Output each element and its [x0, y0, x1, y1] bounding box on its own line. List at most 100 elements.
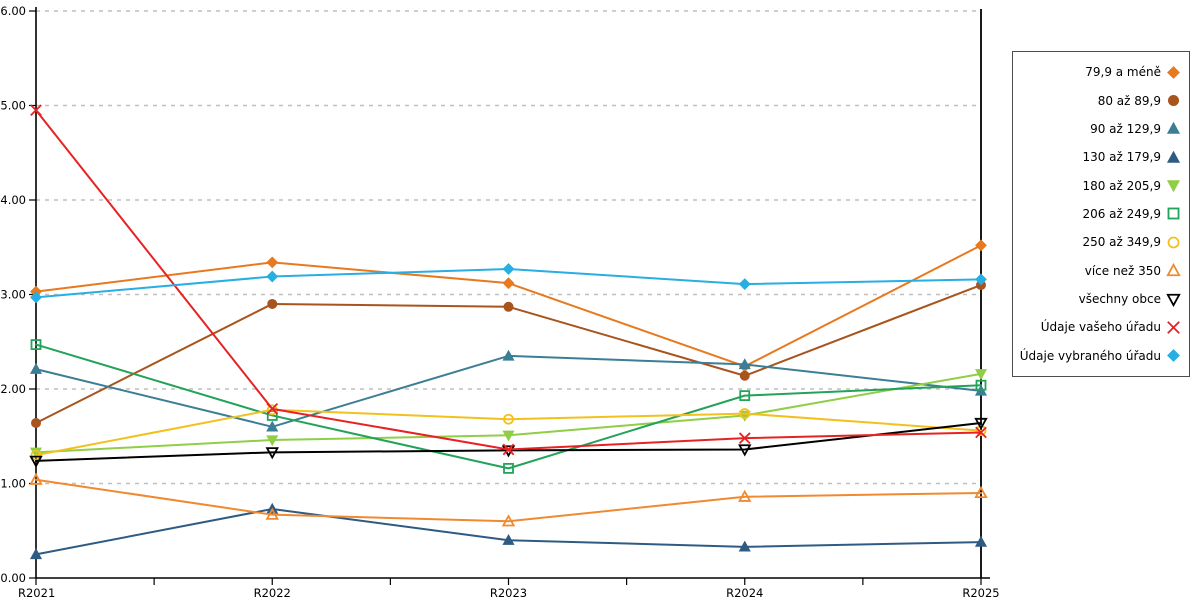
x-marker — [1167, 321, 1180, 334]
circle-marker — [31, 418, 41, 429]
y-tick-label: 0.00 — [0, 571, 26, 585]
series-line — [35, 343, 982, 470]
circle-marker — [503, 301, 514, 312]
legend-marker-circle-icon — [1167, 95, 1180, 107]
x-tick-label: R2022 — [254, 586, 291, 600]
x-marker — [30, 104, 42, 117]
legend-marker-triangle-up-icon — [1166, 150, 1181, 163]
y-tick-label: 5.00 — [0, 99, 26, 113]
triangle-up-marker — [29, 548, 43, 560]
x-marker — [738, 432, 751, 444]
triangle-up-marker — [502, 349, 515, 361]
triangle-down-marker — [1166, 293, 1181, 307]
legend-label: 79,9 a méně — [1085, 65, 1161, 80]
square-marker — [30, 339, 42, 350]
triangle-up-marker — [29, 472, 43, 485]
x-marker — [502, 443, 515, 456]
legend-marker-diamond-icon — [1167, 65, 1180, 79]
triangle-down-marker — [265, 447, 279, 460]
diamond-marker — [266, 256, 279, 269]
legend-label: Údaje vybraného úřadu — [1019, 348, 1161, 363]
triangle-up-marker — [738, 540, 751, 552]
triangle-up-marker — [738, 358, 751, 370]
gridlines — [36, 10, 981, 485]
legend-item: Údaje vašeho úřadu — [1017, 320, 1181, 335]
x-tick-label: R2025 — [962, 586, 999, 600]
legend-label: Údaje vašeho úřadu — [1040, 320, 1161, 335]
circle-marker — [30, 449, 42, 461]
legend-marker-triangle-down-icon — [1166, 293, 1181, 307]
legend-marker-x-icon — [1167, 321, 1180, 334]
legend-marker-diamond-icon — [1167, 349, 1180, 363]
circle-marker — [267, 298, 278, 309]
series-9 — [29, 417, 988, 468]
series-11 — [30, 263, 987, 304]
legend-marker-triangle-up-icon — [1166, 263, 1181, 277]
triangle-up-marker — [29, 362, 43, 374]
square-marker — [739, 390, 751, 402]
diamond-marker — [1167, 349, 1180, 363]
x-tick-label: R2023 — [490, 586, 527, 600]
diamond-marker — [30, 291, 42, 304]
circle-marker — [739, 408, 751, 419]
triangle-down-marker — [502, 430, 515, 442]
triangle-up-marker — [738, 489, 752, 502]
diamond-marker — [975, 273, 987, 286]
triangle-down-marker — [974, 417, 988, 431]
triangle-up-marker — [1166, 122, 1181, 135]
square-marker — [975, 379, 987, 391]
legend-item: 130 až 179,9 — [1017, 150, 1181, 165]
diamond-marker — [738, 278, 751, 291]
legend-label: 90 až 129,9 — [1090, 121, 1161, 136]
y-tick-label: 3.00 — [0, 288, 26, 302]
triangle-down-marker — [738, 444, 752, 457]
y-tick-label: 2.00 — [0, 382, 26, 396]
series-8 — [29, 472, 988, 527]
diamond-marker — [975, 239, 987, 252]
square-marker — [503, 462, 514, 474]
diamond-marker — [266, 270, 279, 283]
series-4 — [29, 502, 988, 560]
legend-item: 180 až 205,9 — [1017, 178, 1181, 193]
series-5 — [29, 369, 988, 459]
series-2 — [31, 280, 986, 429]
triangle-up-marker — [1166, 150, 1181, 163]
triangle-up-marker — [265, 507, 279, 520]
x-tick-label: R2024 — [726, 586, 763, 600]
triangle-up-marker — [974, 485, 988, 499]
triangle-down-marker — [1166, 180, 1181, 193]
legend-item: 79,9 a méně — [1017, 65, 1181, 80]
series-6 — [30, 339, 987, 474]
triangle-down-marker — [266, 435, 279, 447]
legend-item: 250 až 349,9 — [1017, 235, 1181, 250]
triangle-down-marker — [29, 455, 43, 468]
legend-label: všechny obce — [1078, 292, 1161, 307]
square-marker — [266, 410, 278, 421]
y-tick-label: 4.00 — [0, 193, 26, 207]
circle-marker — [1167, 236, 1180, 249]
legend-item: Údaje vybraného úřadu — [1017, 348, 1181, 363]
triangle-up-marker — [974, 535, 988, 547]
legend-label: 80 až 89,9 — [1097, 93, 1161, 108]
legend-label: 206 až 249,9 — [1082, 206, 1161, 221]
legend-label: 180 až 205,9 — [1082, 178, 1161, 193]
legend-item: více než 350 — [1017, 263, 1181, 278]
legend-marker-triangle-up-icon — [1166, 122, 1181, 135]
series-10 — [30, 104, 987, 456]
series-line — [35, 478, 982, 523]
diamond-marker — [502, 277, 515, 290]
series-line — [35, 408, 982, 457]
legend-marker-triangle-down-icon — [1166, 180, 1181, 193]
x-marker — [266, 403, 279, 415]
legend-marker-circle-icon — [1167, 236, 1180, 249]
circle-marker — [1167, 95, 1180, 107]
circle-marker — [503, 413, 514, 425]
axes: 0.00 1.00 2.00 3.00 4.00 5.00 6.00 R2021 R2022 R2… — [0, 4, 999, 600]
diamond-marker — [502, 263, 515, 275]
y-tick-label: 1.00 — [0, 477, 26, 491]
x-tick-label: R2021 — [18, 586, 55, 600]
legend-item: 80 až 89,9 — [1017, 93, 1181, 108]
square-marker — [1167, 208, 1180, 220]
y-tick-label: 6.00 — [0, 4, 26, 18]
